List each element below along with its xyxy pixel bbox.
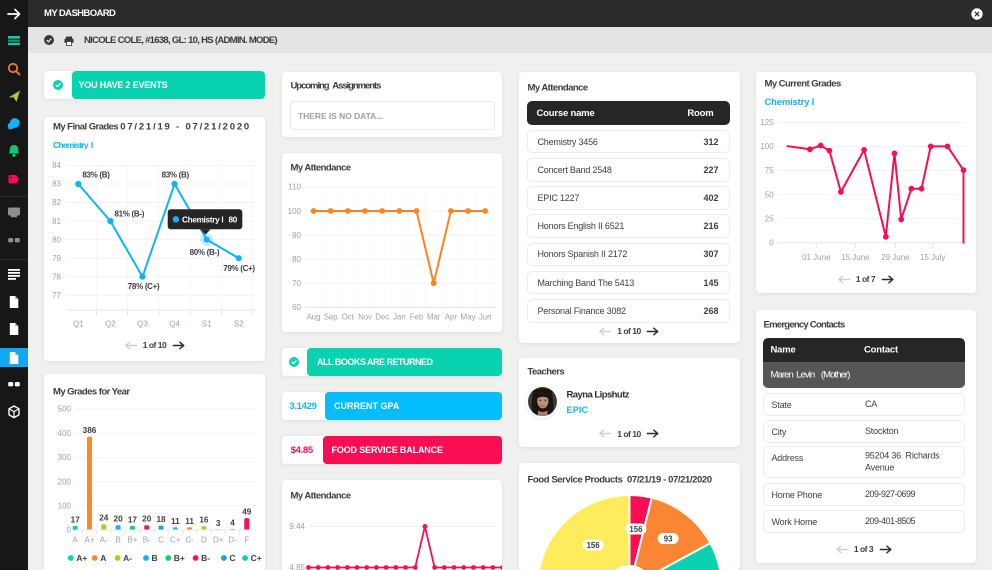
svg-text:C+: C+ xyxy=(170,536,181,545)
svg-text:May: May xyxy=(460,313,475,322)
svg-text:Feb: Feb xyxy=(409,313,423,322)
svg-text:9.44: 9.44 xyxy=(289,522,305,531)
svg-text:82: 82 xyxy=(52,198,61,207)
svg-text:80% (B-): 80% (B-) xyxy=(190,248,220,257)
svg-text:C: C xyxy=(229,553,235,563)
svg-text:17: 17 xyxy=(128,515,138,524)
svg-text:49: 49 xyxy=(242,508,252,517)
svg-text:11: 11 xyxy=(185,517,194,526)
svg-text:50: 50 xyxy=(764,190,773,199)
svg-text:20: 20 xyxy=(114,515,124,524)
svg-text:81% (B-): 81% (B-) xyxy=(114,210,144,219)
svg-text:B: B xyxy=(152,553,158,563)
svg-text:75: 75 xyxy=(764,166,773,175)
svg-text:79% (C+): 79% (C+) xyxy=(223,264,255,273)
svg-text:Jun: Jun xyxy=(478,313,491,322)
svg-text:A: A xyxy=(100,553,106,563)
svg-text:15 July: 15 July xyxy=(920,253,945,262)
svg-text:C+: C+ xyxy=(251,553,262,563)
svg-text:20: 20 xyxy=(142,515,152,524)
svg-text:24: 24 xyxy=(99,514,109,523)
svg-text:B-: B- xyxy=(143,536,151,545)
svg-text:0: 0 xyxy=(67,526,72,535)
svg-text:4.85: 4.85 xyxy=(289,563,305,570)
svg-text:70: 70 xyxy=(292,279,301,288)
svg-text:A+: A+ xyxy=(76,553,87,563)
svg-text:16: 16 xyxy=(199,516,209,525)
svg-text:80: 80 xyxy=(229,215,238,224)
svg-text:400: 400 xyxy=(58,429,72,438)
svg-text:Apr: Apr xyxy=(444,313,457,322)
svg-text:93: 93 xyxy=(663,534,672,543)
svg-text:Q3: Q3 xyxy=(137,320,148,329)
svg-text:B+: B+ xyxy=(127,536,137,545)
svg-text:83% (B): 83% (B) xyxy=(82,171,110,180)
svg-text:17: 17 xyxy=(71,515,81,524)
svg-text:B+: B+ xyxy=(174,553,185,563)
svg-text:156: 156 xyxy=(629,525,643,534)
svg-text:11: 11 xyxy=(171,517,180,526)
svg-text:100: 100 xyxy=(58,502,72,511)
svg-text:Jan: Jan xyxy=(393,313,406,322)
svg-text:Dec: Dec xyxy=(375,313,389,322)
svg-text:60: 60 xyxy=(292,303,301,312)
svg-text:500: 500 xyxy=(58,405,72,414)
svg-text:83% (B): 83% (B) xyxy=(162,171,190,180)
svg-text:90: 90 xyxy=(292,231,301,240)
svg-text:78: 78 xyxy=(52,272,61,281)
svg-text:A-: A- xyxy=(100,536,108,545)
svg-text:A: A xyxy=(73,536,79,545)
svg-text:83: 83 xyxy=(52,180,61,189)
svg-text:84: 84 xyxy=(52,161,61,170)
svg-text:200: 200 xyxy=(58,477,72,486)
svg-text:D-: D- xyxy=(228,536,237,545)
svg-text:Sep: Sep xyxy=(323,313,338,322)
svg-text:386: 386 xyxy=(83,426,97,435)
svg-text:A-: A- xyxy=(123,553,132,563)
svg-text:0: 0 xyxy=(769,238,774,247)
svg-text:Q1: Q1 xyxy=(73,320,84,329)
svg-text:C: C xyxy=(158,536,164,545)
svg-text:80: 80 xyxy=(52,235,61,244)
svg-text:D: D xyxy=(201,536,207,545)
svg-text:125: 125 xyxy=(760,118,774,127)
svg-text:S1: S1 xyxy=(202,320,212,329)
svg-text:Nov: Nov xyxy=(358,313,372,322)
svg-text:A+: A+ xyxy=(84,536,94,545)
svg-text:156: 156 xyxy=(586,541,600,550)
svg-text:110: 110 xyxy=(288,183,301,192)
svg-text:77: 77 xyxy=(52,291,61,300)
svg-text:25: 25 xyxy=(764,214,773,223)
svg-text:29 June: 29 June xyxy=(881,253,910,262)
svg-text:01 June: 01 June xyxy=(802,253,831,262)
svg-text:Chemistry I: Chemistry I xyxy=(182,215,223,224)
svg-text:300: 300 xyxy=(58,453,72,462)
svg-text:B-: B- xyxy=(201,553,210,563)
svg-text:79: 79 xyxy=(52,254,61,263)
svg-text:D+: D+ xyxy=(213,536,224,545)
svg-text:4: 4 xyxy=(230,519,235,528)
svg-text:78% (C+): 78% (C+) xyxy=(128,282,160,291)
svg-text:Q4: Q4 xyxy=(169,320,180,329)
svg-text:80: 80 xyxy=(292,255,301,264)
svg-text:Oct: Oct xyxy=(341,313,354,322)
svg-text:C-: C- xyxy=(185,536,194,545)
svg-text:100: 100 xyxy=(287,207,301,216)
svg-text:15 June: 15 June xyxy=(841,253,870,262)
svg-text:Q2: Q2 xyxy=(105,320,116,329)
svg-text:Aug: Aug xyxy=(306,313,320,322)
svg-text:100: 100 xyxy=(760,142,774,151)
svg-text:Mar: Mar xyxy=(426,313,440,322)
svg-text:3: 3 xyxy=(216,519,221,528)
svg-text:F: F xyxy=(244,536,249,545)
svg-text:18: 18 xyxy=(156,515,166,524)
svg-text:B: B xyxy=(115,536,120,545)
svg-text:S2: S2 xyxy=(234,320,244,329)
svg-text:81: 81 xyxy=(52,217,61,226)
